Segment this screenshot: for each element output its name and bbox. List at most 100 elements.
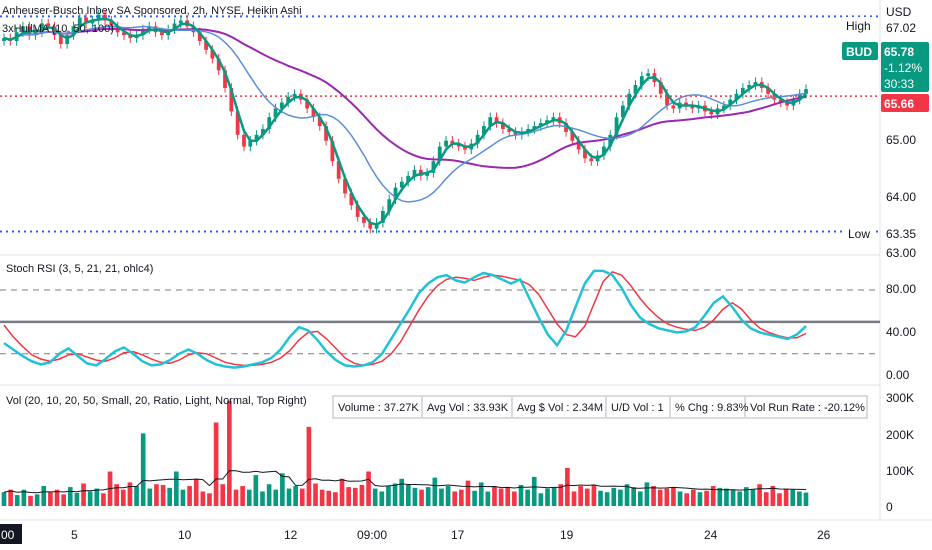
candle-body [223, 70, 227, 88]
candle-body [65, 35, 70, 44]
volume-tick-label: 300K [886, 391, 914, 405]
candle-body [797, 93, 802, 100]
candle-body [261, 128, 265, 135]
volume-bar [81, 483, 86, 506]
volume-bar [750, 489, 756, 506]
volume-bar [273, 489, 279, 506]
candle-body [2, 38, 6, 42]
candle-body [456, 143, 461, 147]
high-label: High [846, 19, 871, 33]
volume-bar [558, 484, 564, 506]
hull-ma-fast-line [3, 17, 807, 227]
candle-body [785, 102, 789, 106]
candle-body [84, 17, 88, 24]
volume-bar [399, 478, 405, 506]
volume-bar [94, 488, 100, 506]
candle-body [172, 23, 177, 30]
time-cursor-label [0, 524, 22, 544]
candle-body [52, 26, 57, 36]
price-badge[interactable] [881, 42, 929, 92]
volume-bar [419, 489, 424, 506]
volume-bar [167, 487, 173, 506]
candle-body [734, 93, 739, 100]
stoch-tick-label: 0.00 [886, 368, 910, 382]
stoch-k-line [3, 269, 807, 369]
candle-body [21, 26, 25, 33]
volume-bar [160, 484, 166, 506]
candle-body [576, 140, 581, 150]
ticker-symbol-badge[interactable] [842, 42, 878, 60]
candle-body [614, 117, 619, 135]
volume-bar [154, 484, 159, 506]
candle-body [627, 93, 632, 106]
volume-bar [14, 495, 20, 506]
stoch-rsi-title[interactable]: Stoch RSI (3, 5, 21, 21, ohlc4) [6, 263, 153, 275]
candle-body [248, 140, 253, 147]
volume-bar [392, 483, 398, 506]
volume-bar [366, 471, 371, 506]
candle-body [551, 117, 556, 121]
high-label-box [842, 17, 874, 34]
volume-bar [770, 486, 776, 506]
stoch-rsi-pane[interactable] [0, 269, 880, 369]
volume-stats-box: Volume : 37.27K Avg Vol : 33.93K Avg $ V… [332, 395, 868, 419]
volume-bar [565, 467, 570, 506]
stat-ud-vol: U/D Vol : 1 [611, 402, 664, 414]
candle-body [406, 175, 411, 182]
time-label: 19 [560, 528, 574, 542]
volume-bar [737, 491, 743, 506]
candle-body [343, 178, 347, 194]
price-pane[interactable] [0, 9, 880, 234]
volume-bar [459, 489, 464, 506]
volume-bar [34, 494, 40, 506]
candle-body [292, 93, 297, 97]
candle-body [608, 134, 613, 147]
volume-bar [531, 476, 537, 506]
high-value: 67.02 [886, 21, 916, 35]
candle-body [381, 211, 385, 223]
volume-bar [465, 480, 471, 506]
volume-bar [1, 492, 7, 506]
stoch-tick-label: 40.00 [886, 325, 916, 339]
volume-bar [439, 488, 444, 506]
candle-body [538, 123, 543, 127]
volume-bar [783, 488, 789, 506]
volume-bar [631, 487, 636, 506]
volume-pane[interactable] [1, 400, 809, 506]
candle-body [273, 108, 278, 118]
volume-bar [21, 489, 27, 506]
hull-ma-legend[interactable]: 3xHullMA (10, 50, 100) [2, 23, 114, 35]
last-price-badge[interactable] [881, 94, 929, 112]
candle-body [197, 32, 202, 42]
volume-bar [777, 493, 782, 506]
volume-bar [48, 492, 53, 506]
candle-body [690, 105, 695, 109]
candle-body [254, 134, 259, 141]
candle-body [740, 87, 745, 94]
volume-bar [551, 487, 557, 506]
volume-bar [651, 486, 656, 506]
volume-bar [591, 484, 597, 506]
candle-body [317, 117, 322, 127]
candle-body [210, 49, 215, 59]
candle-body [279, 102, 284, 109]
price-badge-change: -1.12% [884, 61, 922, 75]
volume-bar [512, 491, 517, 506]
candle-body [633, 85, 638, 94]
candle-body [526, 128, 531, 132]
candle-body [242, 134, 246, 147]
volume-bar [598, 490, 603, 506]
volume-bar [293, 486, 298, 506]
volume-title[interactable]: Vol (20, 10, 20, 50, Small, 20, Ratio, L… [6, 395, 307, 407]
volume-bar [671, 487, 676, 506]
volume-bar [571, 491, 577, 506]
volume-bar [8, 489, 13, 506]
time-label: 5 [71, 528, 78, 542]
candle-body [722, 105, 726, 109]
low-label-box [842, 225, 874, 242]
time-label: 17 [451, 528, 465, 542]
volume-bar [472, 490, 477, 506]
price-tick-label: 65.00 [886, 133, 916, 147]
candle-body [431, 161, 436, 173]
